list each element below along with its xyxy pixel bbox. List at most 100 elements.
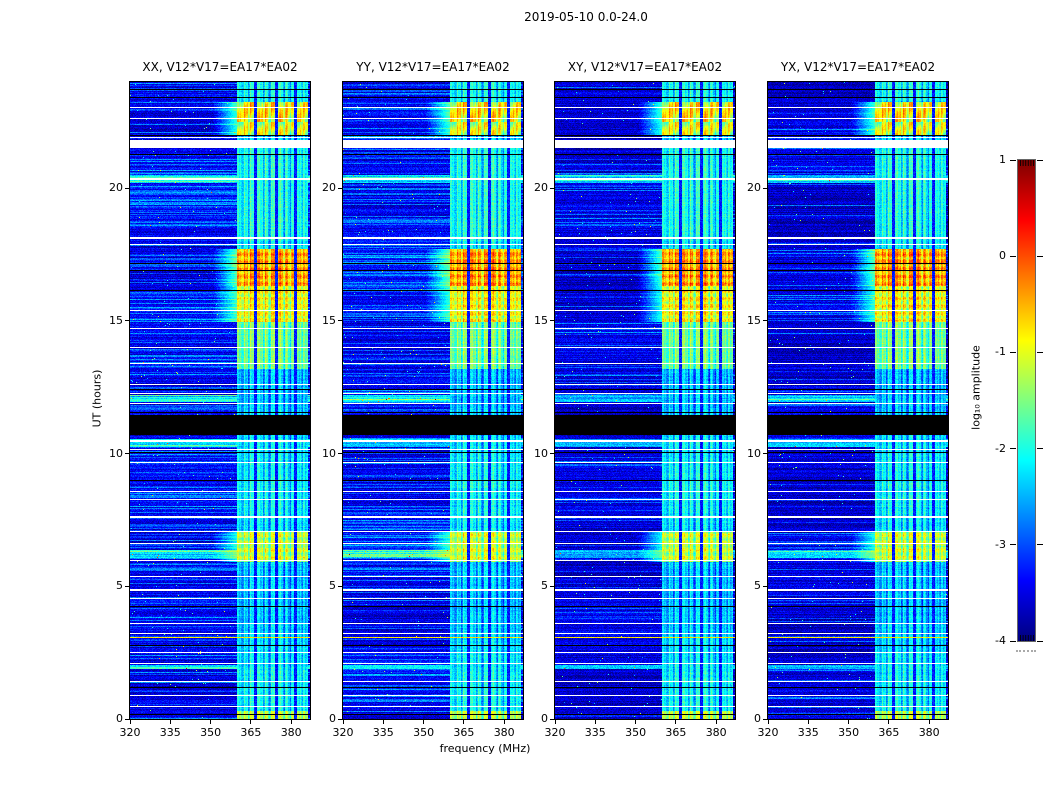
- x-tick-mark: [594, 720, 596, 724]
- x-tick-mark: [767, 720, 769, 724]
- x-tick-mark: [715, 720, 717, 724]
- x-tick-label: 365: [453, 726, 475, 739]
- y-tick-label: 15: [322, 313, 336, 327]
- y-tick-mark: [338, 320, 342, 322]
- y-tick-label: 20: [534, 181, 548, 195]
- y-tick-label: 0: [329, 712, 336, 725]
- spectrogram-canvas-xx: [130, 82, 310, 719]
- y-tick-label: 5: [329, 579, 336, 593]
- x-tick-label: 380: [918, 726, 940, 739]
- y-tick-mark: [763, 585, 767, 587]
- y-tick-label: 10: [322, 446, 336, 460]
- colorbar-tick-label: -3: [995, 537, 1006, 551]
- y-tick-label: 15: [747, 313, 761, 327]
- x-tick-mark: [888, 720, 890, 724]
- y-tick-mark: [125, 585, 129, 587]
- y-tick-mark: [338, 187, 342, 189]
- panel-title-yx: YX, V12*V17=EA17*EA02: [780, 60, 936, 74]
- x-tick-label: 365: [240, 726, 262, 739]
- x-tick-label: 335: [159, 726, 181, 739]
- x-tick-mark: [675, 720, 677, 724]
- y-tick-label: 0: [116, 712, 123, 725]
- y-axis-label: UT (hours): [90, 369, 104, 428]
- y-tick-label: 0: [541, 712, 548, 725]
- spectrogram-canvas-yx: [768, 82, 948, 719]
- x-tick-label: 320: [757, 726, 779, 739]
- y-tick-mark: [763, 453, 767, 455]
- x-tick-mark: [342, 720, 344, 724]
- y-tick-mark: [125, 453, 129, 455]
- x-tick-label: 335: [797, 726, 819, 739]
- x-tick-mark: [382, 720, 384, 724]
- y-tick-label: 10: [109, 446, 123, 460]
- colorbar-tick-mark: [1010, 640, 1016, 642]
- colorbar-tick-mark: [1037, 640, 1043, 642]
- y-tick-mark: [338, 585, 342, 587]
- x-tick-mark: [423, 720, 425, 724]
- x-tick-label: 335: [372, 726, 394, 739]
- y-tick-mark: [550, 718, 554, 720]
- x-tick-label: 350: [200, 726, 222, 739]
- y-tick-label: 20: [322, 181, 336, 195]
- spectrogram-canvas-xy: [555, 82, 735, 719]
- colorbar-tick-mark: [1010, 255, 1016, 257]
- x-axis-label: frequency (MHz): [439, 742, 531, 755]
- x-tick-mark: [290, 720, 292, 724]
- y-tick-mark: [338, 453, 342, 455]
- x-tick-mark: [848, 720, 850, 724]
- colorbar-tick-label: 0: [999, 249, 1006, 263]
- x-tick-label: 320: [332, 726, 354, 739]
- x-tick-label: 350: [413, 726, 435, 739]
- x-tick-mark: [250, 720, 252, 724]
- y-tick-mark: [125, 187, 129, 189]
- y-tick-label: 20: [747, 181, 761, 195]
- y-tick-label: 5: [754, 579, 761, 593]
- y-tick-label: 15: [109, 313, 123, 327]
- x-tick-mark: [463, 720, 465, 724]
- x-tick-mark: [554, 720, 556, 724]
- x-tick-label: 350: [625, 726, 647, 739]
- x-tick-label: 335: [584, 726, 606, 739]
- colorbar-tick-label: 1: [999, 153, 1006, 166]
- colorbar-tick-mark: [1010, 448, 1016, 450]
- panel-title-xx: XX, V12*V17=EA17*EA02: [142, 60, 298, 74]
- y-tick-mark: [550, 585, 554, 587]
- colorbar-tick-mark: [1037, 255, 1043, 257]
- spectrogram-canvas-yy: [343, 82, 523, 719]
- x-tick-label: 380: [493, 726, 515, 739]
- colorbar-tick-mark: [1037, 351, 1043, 353]
- x-tick-label: 380: [705, 726, 727, 739]
- y-tick-label: 0: [754, 712, 761, 725]
- x-tick-label: 350: [838, 726, 860, 739]
- y-tick-label: 10: [534, 446, 548, 460]
- x-tick-mark: [169, 720, 171, 724]
- panel-title-xy: XY, V12*V17=EA17*EA02: [567, 60, 723, 74]
- x-tick-label: 365: [878, 726, 900, 739]
- x-tick-label: 320: [544, 726, 566, 739]
- x-tick-mark: [928, 720, 930, 724]
- x-tick-mark: [129, 720, 131, 724]
- y-tick-label: 10: [747, 446, 761, 460]
- colorbar-tick-mark: [1037, 448, 1043, 450]
- colorbar: [1017, 159, 1036, 642]
- x-tick-mark: [807, 720, 809, 724]
- y-tick-mark: [338, 718, 342, 720]
- y-tick-mark: [550, 320, 554, 322]
- colorbar-tick-label: -4: [995, 634, 1006, 647]
- colorbar-canvas: [1018, 160, 1035, 641]
- panel-yy: [342, 81, 524, 720]
- colorbar-tick-label: -1: [995, 345, 1006, 359]
- y-tick-mark: [550, 187, 554, 189]
- figure-title: 2019-05-10 0.0-24.0: [524, 10, 648, 24]
- y-tick-label: 5: [116, 579, 123, 593]
- panel-yx: [767, 81, 949, 720]
- y-tick-mark: [763, 718, 767, 720]
- y-tick-mark: [763, 187, 767, 189]
- panel-xx: [129, 81, 311, 720]
- panel-title-yy: YY, V12*V17=EA17*EA02: [356, 60, 510, 74]
- y-tick-mark: [550, 453, 554, 455]
- colorbar-tick-mark: [1037, 544, 1043, 546]
- x-tick-label: 365: [665, 726, 687, 739]
- colorbar-label: log₁₀ amplitude: [969, 345, 983, 430]
